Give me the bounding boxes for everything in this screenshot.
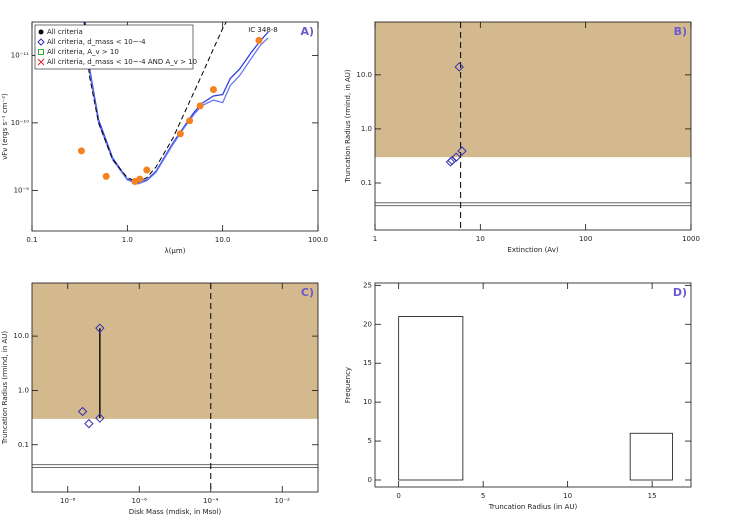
- data-point: [95, 413, 105, 423]
- panel-label: C): [301, 286, 314, 299]
- y-tick-label: 10⁻¹¹: [11, 51, 29, 59]
- legend-marker: [37, 38, 45, 46]
- y-tick-label: 20: [363, 320, 372, 328]
- x-tick-label: 100.0: [308, 236, 328, 244]
- data-point: [136, 175, 144, 183]
- x-axis-label: Extinction (Av): [507, 246, 558, 254]
- shaded-region: [32, 283, 318, 419]
- panel-label: A): [300, 25, 314, 38]
- data-point: [77, 406, 88, 417]
- y-axis-label: Truncation Radius (rmind, in AU): [1, 331, 9, 446]
- x-tick-label: 100: [579, 235, 592, 243]
- y-tick-label: 10.0: [13, 332, 29, 340]
- data-point: [143, 166, 151, 174]
- data-point: [451, 152, 461, 162]
- histogram-bar: [398, 316, 464, 481]
- data-point: [95, 323, 105, 333]
- x-axis-label: λ(μm): [165, 247, 186, 255]
- y-tick-label: 1.0: [18, 386, 29, 394]
- x-tick-label: 0.1: [26, 236, 37, 244]
- y-tick-label: 5: [368, 437, 372, 445]
- histogram-bar: [629, 432, 673, 481]
- plot-area: [77, 22, 269, 186]
- data-point: [186, 117, 194, 125]
- plot-area: [398, 316, 673, 481]
- legend-label: All criteria: [47, 28, 83, 36]
- legend-marker: [38, 29, 44, 35]
- data-point: [176, 130, 184, 138]
- model-line: [83, 22, 227, 183]
- y-tick-label: 15: [363, 359, 372, 367]
- y-tick-label: 0: [368, 476, 372, 484]
- legend-label: All criteria, A_v > 10: [47, 48, 119, 56]
- x-tick-label: 1.0: [122, 236, 133, 244]
- data-point: [445, 157, 456, 167]
- x-tick-label: 10: [563, 492, 572, 500]
- y-tick-label: 10⁻¹⁰: [11, 119, 29, 127]
- y-tick-label: 10.0: [356, 71, 372, 79]
- data-point: [102, 172, 110, 180]
- x-tick-label: 1: [373, 235, 377, 243]
- y-tick-label: 0.1: [18, 441, 29, 449]
- x-tick-label: 10⁻⁸: [60, 497, 76, 505]
- legend-label: All criteria, d_mass < 10~-4 AND A_v > 1…: [47, 58, 197, 66]
- data-point: [196, 102, 204, 110]
- panel-label: D): [673, 286, 687, 299]
- data-point: [457, 146, 467, 156]
- model-line: [84, 24, 269, 185]
- y-tick-label: 10: [363, 398, 372, 406]
- x-tick-label: 0: [396, 492, 400, 500]
- x-tick-label: 10⁻⁶: [132, 497, 148, 505]
- panel-label: B): [674, 25, 687, 38]
- legend-marker: [38, 49, 44, 55]
- y-tick-label: 25: [363, 281, 372, 289]
- x-tick-label: 5: [481, 492, 485, 500]
- y-axis-label: Frequency: [344, 367, 352, 403]
- x-tick-label: 1000: [682, 235, 700, 243]
- legend-label: All criteria, d_mass < 10~-4: [47, 38, 146, 46]
- legend-marker: [37, 58, 45, 66]
- data-point: [84, 418, 94, 429]
- x-tick-label: 10⁻⁴: [203, 497, 219, 505]
- y-tick-label: 0.1: [361, 179, 372, 187]
- data-point: [255, 36, 263, 44]
- shaded-region: [375, 22, 691, 158]
- data-point: [209, 85, 217, 93]
- y-axis-label: Truncation Radius (rmind, in AU): [344, 69, 352, 184]
- axes-frame: [374, 21, 692, 231]
- chart-title: IC 348-8: [248, 26, 278, 34]
- plot-area: [32, 283, 318, 492]
- axes-frame: [31, 282, 319, 493]
- data-point: [77, 147, 85, 155]
- x-axis-label: Truncation Radius (in AU): [488, 503, 578, 511]
- legend-box: [34, 24, 194, 70]
- x-tick-label: 10: [476, 235, 485, 243]
- x-tick-label: 10.0: [215, 236, 231, 244]
- y-tick-label: 10⁻⁹: [14, 186, 30, 194]
- plot-area: [375, 22, 691, 230]
- x-tick-label: 15: [648, 492, 657, 500]
- data-point: [454, 62, 464, 72]
- x-axis-label: Disk Mass (mdisk, in Msol): [129, 508, 222, 516]
- y-axis-label: νFν (ergs s⁻¹ cm⁻²): [1, 93, 9, 160]
- axes-frame: [374, 282, 692, 488]
- y-tick-label: 1.0: [361, 125, 372, 133]
- axes-frame: [31, 21, 319, 232]
- x-tick-label: 10⁻²: [275, 497, 291, 505]
